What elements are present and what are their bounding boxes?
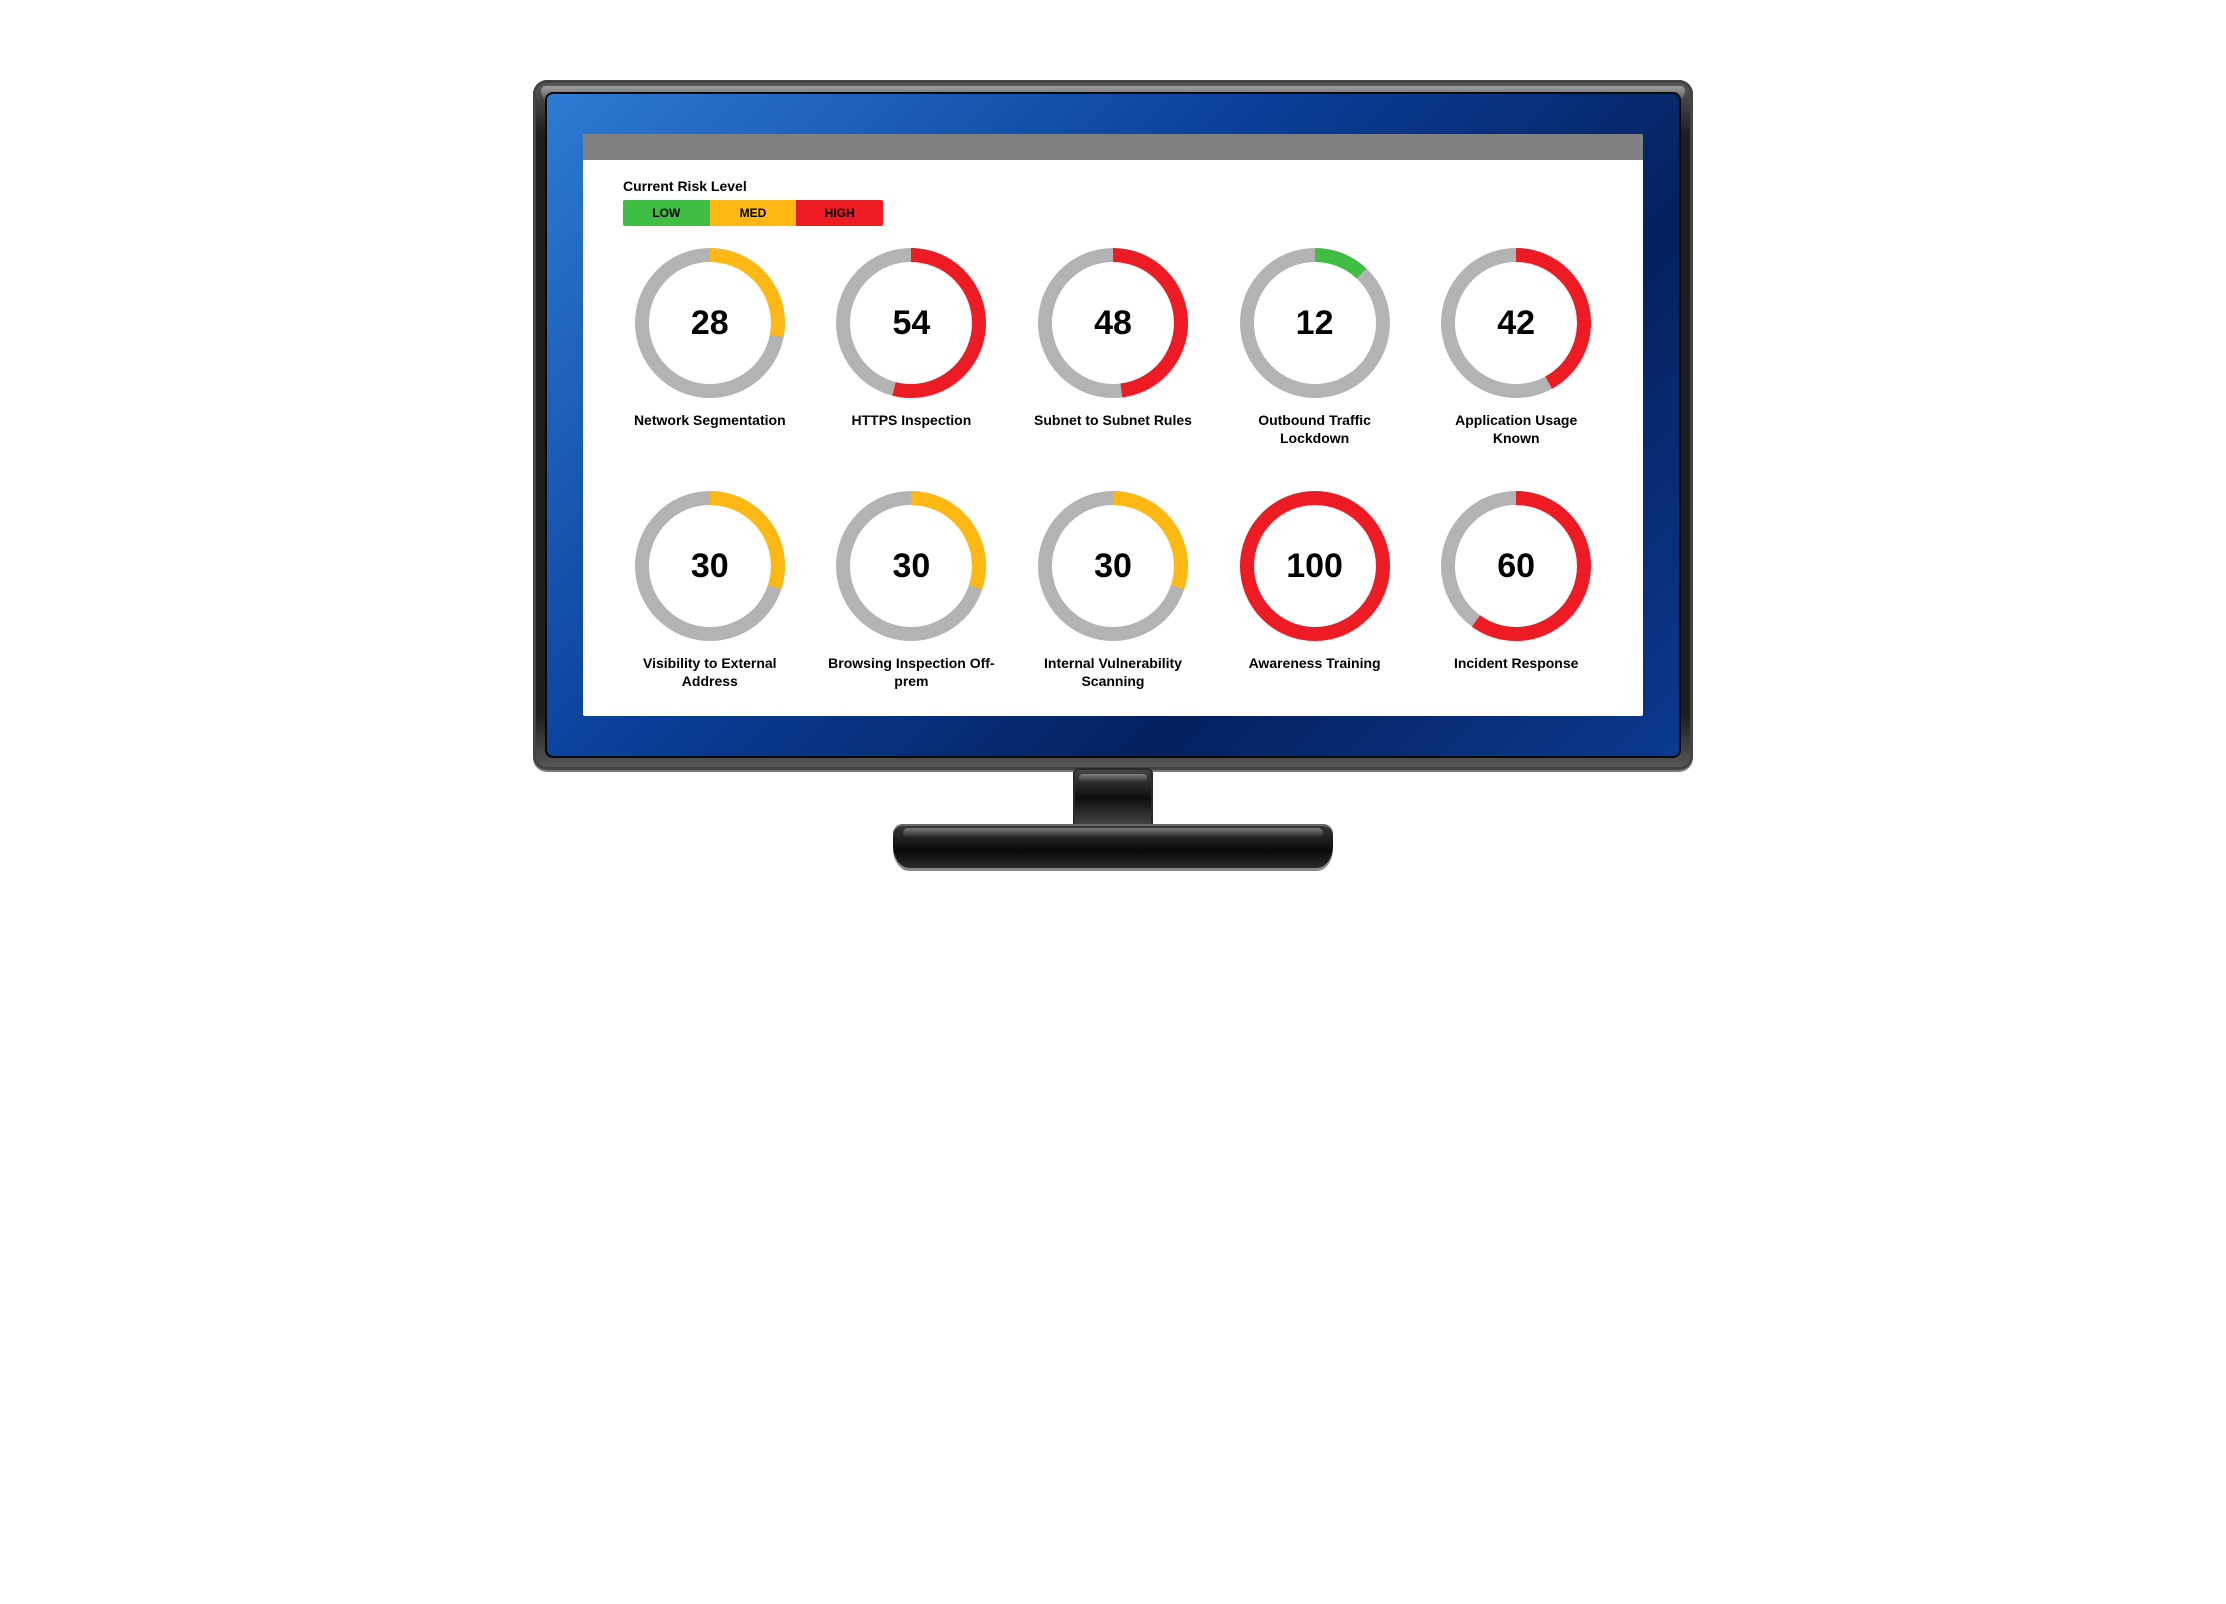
gauge-cell: 42 Application Usage Known <box>1429 248 1603 447</box>
gauge-label: Outbound Traffic Lockdown <box>1230 412 1400 447</box>
gauge-label: Awareness Training <box>1249 655 1381 673</box>
gauge-ring: 60 <box>1441 491 1591 641</box>
gauge-label: Internal Vulnerability Scanning <box>1028 655 1198 690</box>
gauge-label: Browsing Inspection Off-prem <box>826 655 996 690</box>
gauge-value: 28 <box>635 248 785 398</box>
gauge-value: 30 <box>836 491 986 641</box>
gauge-cell: 30 Browsing Inspection Off-prem <box>825 491 999 690</box>
gauge-cell: 100 Awareness Training <box>1228 491 1402 690</box>
gauge-ring: 30 <box>1038 491 1188 641</box>
gauge-value: 100 <box>1240 491 1390 641</box>
gauge-label: Subnet to Subnet Rules <box>1034 412 1192 430</box>
risk-legend-med: MED <box>710 200 797 226</box>
risk-legend-row: LOW MED HIGH <box>623 200 883 226</box>
gauge-ring: 28 <box>635 248 785 398</box>
gauge-value: 54 <box>836 248 986 398</box>
stage: Current Risk Level LOW MED HIGH 28 Networ… <box>473 0 1753 922</box>
gauge-ring: 42 <box>1441 248 1591 398</box>
gauge-value: 48 <box>1038 248 1188 398</box>
gauge-cell: 54 HTTPS Inspection <box>825 248 999 447</box>
gauge-ring: 12 <box>1240 248 1390 398</box>
gauge-label: HTTPS Inspection <box>851 412 971 430</box>
monitor-frame: Current Risk Level LOW MED HIGH 28 Networ… <box>533 80 1693 770</box>
gauge-label: Incident Response <box>1454 655 1578 673</box>
gauge-value: 42 <box>1441 248 1591 398</box>
gauge-label: Visibility to External Address <box>625 655 795 690</box>
gauge-label: Application Usage Known <box>1431 412 1601 447</box>
gauge-cell: 48 Subnet to Subnet Rules <box>1026 248 1200 447</box>
gauge-value: 30 <box>1038 491 1188 641</box>
monitor-bezel: Current Risk Level LOW MED HIGH 28 Networ… <box>545 92 1681 758</box>
gauge-cell: 30 Internal Vulnerability Scanning <box>1026 491 1200 690</box>
gauge-ring: 30 <box>635 491 785 641</box>
gauge-ring: 100 <box>1240 491 1390 641</box>
gauges-grid: 28 Network Segmentation 54 HTTPS Inspection… <box>623 248 1603 690</box>
risk-legend-title: Current Risk Level <box>623 178 1603 194</box>
gauge-cell: 28 Network Segmentation <box>623 248 797 447</box>
screen: Current Risk Level LOW MED HIGH 28 Networ… <box>583 134 1643 716</box>
gauge-label: Network Segmentation <box>634 412 786 430</box>
window-titlebar <box>583 134 1643 160</box>
gauge-value: 60 <box>1441 491 1591 641</box>
dashboard-content: Current Risk Level LOW MED HIGH 28 Networ… <box>583 160 1643 700</box>
gauge-value: 12 <box>1240 248 1390 398</box>
monitor-stand-base <box>893 824 1333 868</box>
gauge-value: 30 <box>635 491 785 641</box>
gauge-cell: 60 Incident Response <box>1429 491 1603 690</box>
gauge-ring: 30 <box>836 491 986 641</box>
monitor-stand-neck <box>1073 768 1153 828</box>
gauge-cell: 30 Visibility to External Address <box>623 491 797 690</box>
risk-legend-high: HIGH <box>796 200 883 226</box>
gauge-ring: 48 <box>1038 248 1188 398</box>
gauge-cell: 12 Outbound Traffic Lockdown <box>1228 248 1402 447</box>
gauge-ring: 54 <box>836 248 986 398</box>
risk-legend-low: LOW <box>623 200 710 226</box>
